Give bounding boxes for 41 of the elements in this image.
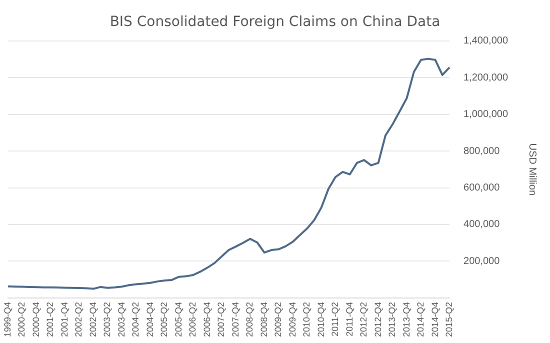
chart-title: BIS Consolidated Foreign Claims on China Data [110, 14, 440, 30]
y-tick-label: 1,400,000 [464, 36, 508, 47]
x-tick-label: 2007-Q4 [230, 302, 240, 338]
y-tick-label: 400,000 [464, 219, 500, 230]
x-tick-label: 2001-Q4 [59, 302, 70, 338]
x-tick-label: 2010-Q4 [316, 302, 326, 338]
x-tick-label: 2008-Q2 [244, 302, 255, 338]
x-tick-label: 2003-Q2 [102, 302, 112, 338]
x-tick-label: 2010-Q2 [302, 302, 312, 338]
x-tick-label: 2003-Q4 [116, 302, 126, 338]
x-tick-label: 2007-Q2 [216, 302, 226, 338]
x-tick-label: 2000-Q4 [30, 302, 41, 338]
x-tick-label: 2005-Q2 [159, 302, 170, 338]
y-tick-label: 1,000,000 [464, 109, 508, 120]
x-tick-label: 2004-Q2 [130, 302, 141, 338]
x-tick-label: 2002-Q2 [74, 302, 84, 338]
x-tick-label: 2006-Q4 [202, 302, 212, 338]
x-tick-label: 2012-Q4 [372, 302, 383, 338]
x-tick-label: 2015-Q2 [444, 302, 454, 338]
x-tick-label: 2014-Q4 [430, 302, 440, 338]
x-tick-label: 1999-Q4 [2, 302, 12, 338]
x-tick-label: 2001-Q2 [45, 302, 56, 338]
x-tick-label: 2014-Q2 [416, 302, 426, 338]
x-tick-label: 2011-Q4 [344, 302, 354, 336]
x-tick-label: 2012-Q2 [358, 302, 369, 338]
x-tick-label: 2013-Q2 [387, 302, 398, 338]
x-tick-label: 2000-Q2 [16, 302, 27, 338]
x-tick-label: 2002-Q4 [88, 302, 98, 338]
x-tick-label: 2011-Q2 [330, 302, 340, 336]
y-tick-label: 600,000 [464, 182, 500, 194]
x-tick-label: 2005-Q4 [173, 302, 184, 338]
y-tick-label: 200,000 [464, 256, 500, 267]
x-tick-label: 2004-Q4 [144, 302, 155, 338]
x-tick-label: 2006-Q2 [188, 302, 198, 338]
x-tick-label: 2013-Q4 [401, 302, 412, 338]
x-tick-label: 2009-Q4 [287, 302, 298, 338]
x-tick-label: 2008-Q4 [258, 302, 269, 338]
y-tick-label: 800,000 [464, 146, 500, 157]
x-tick-label: 2009-Q2 [273, 302, 284, 338]
y-tick-label: 1,200,000 [464, 72, 508, 84]
y-axis-title: USD Million [526, 143, 538, 196]
